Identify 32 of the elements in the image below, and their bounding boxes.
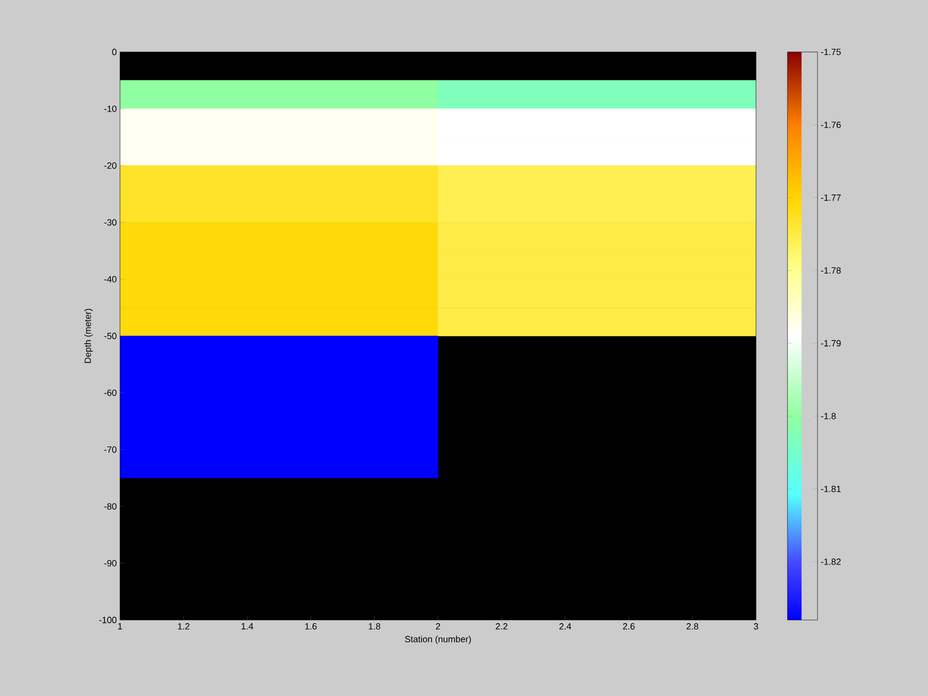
x-tick-label: 2.8: [686, 623, 698, 630]
color-bar-label: -1.78: [821, 267, 841, 274]
x-tick-label: 1.6: [305, 623, 317, 630]
color-bar-label: -1.75: [821, 48, 841, 56]
y-axis-title: Depth (meter): [84, 308, 93, 363]
y-tick-label: -100: [99, 616, 116, 624]
color-bar-label: -1.79: [821, 340, 841, 346]
x-tick-label: 3: [754, 623, 758, 630]
y-tick-label: -10: [104, 106, 116, 112]
y-tick-label: -70: [104, 446, 116, 453]
x-tick-label: 2: [436, 623, 440, 630]
x-tick-label: 1: [118, 623, 122, 630]
y-tick-label: -50: [104, 332, 116, 340]
x-tick-label: 1.8: [368, 623, 380, 630]
x-tick-label: 2.6: [623, 623, 635, 630]
y-tick-label: -80: [104, 503, 116, 510]
x-tick-label: 2.4: [559, 623, 572, 630]
y-tick-label: 0: [112, 48, 116, 56]
color-bar-label: -1.82: [821, 558, 841, 565]
y-tick-label: -90: [104, 560, 116, 566]
color-bar-label: -1.77: [821, 194, 841, 201]
x-tick-label: 2.2: [496, 623, 508, 630]
y-tick-label: -30: [104, 219, 116, 226]
color-bar-label: -1.81: [821, 486, 841, 492]
y-tick-label: -60: [104, 390, 116, 396]
x-tick-label: 1.2: [178, 623, 190, 630]
x-tick-label: 1.4: [242, 623, 254, 630]
y-tick-label: -20: [104, 162, 116, 169]
color-bar-label: -1.8: [821, 412, 836, 420]
color-bar-label: -1.76: [821, 122, 841, 128]
y-tick-label: -40: [104, 276, 116, 282]
x-axis-title: Station (number): [405, 636, 471, 644]
